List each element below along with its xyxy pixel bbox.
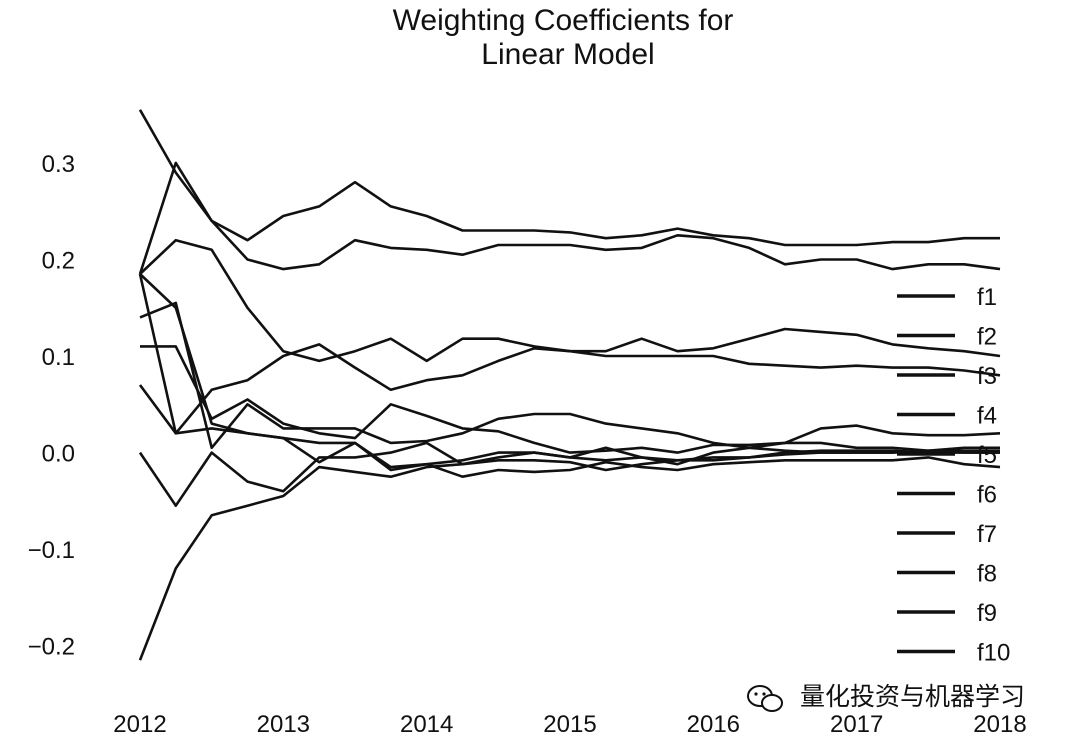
- legend-label-f9: f9: [977, 600, 997, 627]
- x-axis-tick-labels: 2012 2013 2014 2015 2016 2017 2018: [113, 711, 1026, 738]
- x-tick-label: 2017: [830, 711, 883, 738]
- chart-title-line-2: Linear Model: [481, 38, 654, 71]
- legend-label-f4: f4: [977, 403, 997, 430]
- series-line-f5: [140, 345, 1001, 454]
- chart-title: Weighting Coefficients for Linear Model: [393, 4, 734, 71]
- legend-label-f1: f1: [977, 284, 997, 311]
- x-tick-label: 2014: [400, 711, 453, 738]
- legend-label-f8: f8: [977, 561, 997, 588]
- legend-label-f10: f10: [977, 640, 1010, 667]
- x-tick-label: 2013: [257, 711, 310, 738]
- series-line-f1: [138, 109, 1001, 271]
- x-tick-label: 2012: [113, 711, 166, 738]
- legend-label-f7: f7: [977, 521, 997, 548]
- y-axis-tick-labels: 0.3 0.2 0.1 0.0 −0.1 −0.2: [28, 151, 75, 661]
- wechat-icon: [747, 685, 783, 712]
- x-tick-label: 2018: [973, 711, 1026, 738]
- series-lines: [138, 109, 1001, 661]
- watermark: 量化投资与机器学习: [747, 682, 1025, 712]
- legend-label-f3: f3: [977, 363, 997, 390]
- y-tick-label: −0.1: [28, 537, 75, 564]
- series-line-f9: [138, 449, 1000, 661]
- legend-label-f2: f2: [977, 324, 997, 351]
- y-tick-label: 0.1: [42, 344, 75, 371]
- y-tick-label: 0.2: [42, 247, 75, 274]
- series-line-f4: [138, 273, 1001, 435]
- legend: f1 f2 f3 f4 f5 f6 f7 f8 f9 f10: [897, 284, 1010, 667]
- legend-label-f6: f6: [977, 482, 997, 509]
- series-line-f2: [138, 161, 1000, 275]
- y-tick-label: 0.3: [42, 151, 75, 178]
- legend-label-f5: f5: [977, 442, 997, 469]
- y-tick-label: 0.0: [42, 441, 75, 468]
- watermark-text: 量化投资与机器学习: [800, 682, 1025, 711]
- x-tick-label: 2016: [687, 711, 740, 738]
- x-tick-label: 2015: [543, 711, 596, 738]
- chart-title-line-1: Weighting Coefficients for: [393, 4, 734, 37]
- y-tick-label: −0.2: [28, 634, 75, 661]
- series-line-f10: [139, 273, 1000, 469]
